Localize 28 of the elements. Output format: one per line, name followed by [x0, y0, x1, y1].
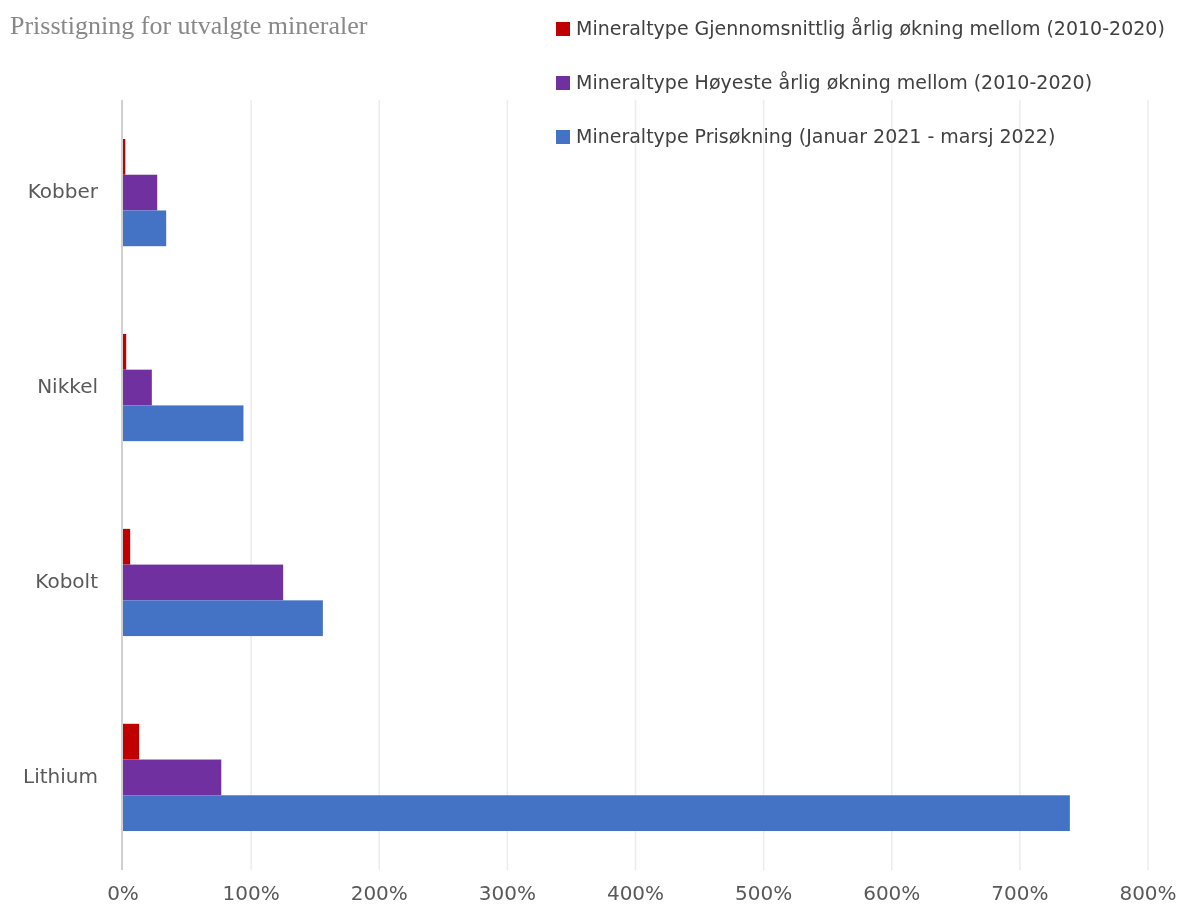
x-tick-label: 0% [107, 881, 139, 905]
x-tick-label: 800% [1119, 881, 1177, 905]
x-tick-label: 700% [991, 881, 1049, 905]
bar [123, 369, 152, 406]
bar [123, 564, 284, 601]
bar [123, 405, 244, 442]
bar [123, 795, 1070, 832]
bar [123, 333, 127, 370]
x-tick-label: 300% [478, 881, 536, 905]
bar [123, 210, 167, 247]
x-tick-label: 400% [606, 881, 665, 905]
x-tick-label: 100% [222, 881, 280, 905]
bar [123, 174, 158, 211]
legend-label: Mineraltype Gjennomsnittlig årlig økning mellom (2010-2020) [576, 17, 1165, 39]
chart-title: Prisstigning for utvalgte mineraler [10, 11, 368, 40]
bar [123, 528, 131, 565]
x-tick-label: 600% [863, 881, 921, 905]
x-tick-label: 500% [735, 881, 793, 905]
legend-label: Mineraltype Høyeste årlig økning mellom (2010-2020) [576, 71, 1093, 93]
y-tick-label: Lithium [23, 763, 98, 788]
y-tick-label: Nikkel [37, 374, 98, 399]
bar [123, 723, 140, 760]
x-tick-label: 200% [350, 881, 408, 905]
y-tick-label: Kobolt [35, 568, 99, 593]
legend-label: Mineraltype Prisøkning (Januar 2021 - marsj 2022) [576, 125, 1056, 147]
y-tick-label: Kobber [27, 179, 99, 204]
bar [123, 600, 323, 637]
bar [123, 759, 222, 796]
